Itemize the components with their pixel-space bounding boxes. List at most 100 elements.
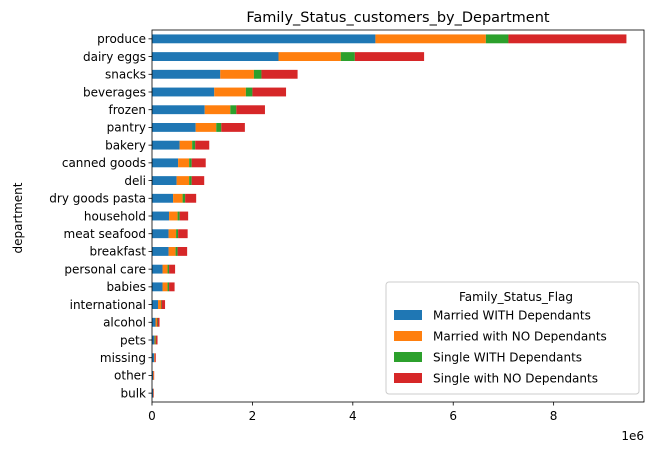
- legend-title: Family_Status_Flag: [459, 290, 573, 304]
- y-tick-label-deli: deli: [124, 174, 146, 188]
- bar-beverages-single-with-no-dependants: [252, 87, 287, 97]
- bar-snacks-single-with-no-dependants: [261, 69, 298, 79]
- bar-frozen-married-with-no-dependants: [204, 105, 231, 115]
- x-axis-ticks: 0 2 4 6 8: [148, 402, 557, 423]
- x-tick-label: 6: [449, 409, 457, 423]
- y-tick-label-missing: missing: [100, 351, 146, 365]
- bars-layer: [152, 34, 627, 398]
- bar-meat-seafood-single-with-dependants: [176, 229, 179, 239]
- legend-swatch-married-with-dependants: [394, 310, 422, 320]
- bar-breakfast-single-with-no-dependants: [177, 247, 188, 256]
- bar-deli-married-with-no-dependants: [176, 176, 190, 185]
- bar-pantry-single-with-no-dependants: [221, 123, 245, 132]
- bar-pets-married-with-dependants: [152, 335, 155, 345]
- bar-household-married-with-dependants: [152, 211, 170, 221]
- legend-swatch-single-with-no-dependants: [394, 373, 422, 383]
- y-tick-label-dry-goods-pasta: dry goods pasta: [49, 192, 146, 206]
- bar-other-married-with-no-dependants: [153, 371, 154, 380]
- bar-canned-goods-single-with-dependants: [189, 158, 192, 168]
- bar-babies-married-with-no-dependants: [162, 282, 168, 292]
- bar-international-single-with-dependants: [161, 300, 162, 309]
- bar-alcohol-single-with-no-dependants: [157, 317, 160, 327]
- bar-dry-goods-pasta-married-with-no-dependants: [173, 193, 183, 203]
- bar-canned-goods-married-with-no-dependants: [178, 158, 190, 168]
- legend-swatch-single-with-dependants: [394, 352, 422, 362]
- bar-bakery-single-with-no-dependants: [195, 140, 210, 150]
- bar-pets-single-with-no-dependants: [156, 335, 158, 345]
- bar-pantry-married-with-dependants: [152, 123, 196, 132]
- bar-snacks-married-with-dependants: [152, 69, 221, 79]
- bar-babies-single-with-no-dependants: [169, 282, 175, 292]
- bar-breakfast-married-with-dependants: [152, 247, 169, 256]
- bar-beverages-single-with-dependants: [245, 87, 253, 97]
- y-tick-label-alcohol: alcohol: [103, 316, 146, 330]
- bar-alcohol-married-with-no-dependants: [155, 317, 158, 327]
- legend-box: [385, 281, 640, 395]
- bar-produce-single-with-dependants: [485, 34, 509, 44]
- y-tick-label-beverages: beverages: [83, 85, 146, 99]
- legend-label-married-with-dependants: Married WITH Dependants: [433, 309, 591, 323]
- y-tick-label-produce: produce: [97, 32, 146, 46]
- bar-personal-care-single-with-dependants: [167, 264, 170, 274]
- bar-bakery-married-with-dependants: [152, 140, 180, 150]
- bar-household-single-with-dependants: [177, 211, 180, 221]
- y-tick-label-other: other: [114, 369, 146, 383]
- y-tick-label-pets: pets: [120, 333, 146, 347]
- bar-frozen-single-with-dependants: [230, 105, 237, 115]
- bar-missing-married-with-no-dependants: [154, 353, 155, 363]
- y-tick-label-personal-care: personal care: [64, 262, 146, 276]
- bar-personal-care-single-with-no-dependants: [169, 264, 176, 274]
- bar-babies-married-with-dependants: [152, 282, 163, 292]
- bar-dairy-eggs-married-with-dependants: [152, 52, 279, 61]
- bar-beverages-married-with-dependants: [152, 87, 215, 97]
- bar-bulk-married-with-dependants: [152, 388, 153, 398]
- bar-beverages-married-with-no-dependants: [214, 87, 246, 97]
- bar-snacks-married-with-no-dependants: [220, 69, 254, 79]
- y-tick-label-bakery: bakery: [105, 138, 146, 152]
- bar-personal-care-married-with-no-dependants: [162, 264, 168, 274]
- bar-frozen-single-with-no-dependants: [236, 105, 265, 115]
- y-tick-label-canned-goods: canned goods: [62, 156, 146, 170]
- y-tick-label-pantry: pantry: [107, 121, 146, 135]
- bar-deli-single-with-dependants: [189, 176, 192, 185]
- bar-deli-married-with-dependants: [152, 176, 177, 185]
- y-tick-label-international: international: [70, 298, 146, 312]
- x-tick-label: 2: [249, 409, 257, 423]
- bar-produce-married-with-dependants: [152, 34, 376, 44]
- y-tick-label-snacks: snacks: [105, 68, 146, 82]
- chart-title: Family_Status_customers_by_Department: [246, 10, 550, 26]
- bar-canned-goods-single-with-no-dependants: [191, 158, 206, 168]
- bar-missing-single-with-no-dependants: [154, 353, 156, 363]
- legend-swatch-married-with-no-dependants: [394, 331, 422, 341]
- legend-label-single-with-dependants: Single WITH Dependants: [433, 351, 582, 365]
- bar-personal-care-married-with-dependants: [152, 264, 163, 274]
- x-tick-label: 0: [148, 409, 156, 423]
- legend: Family_Status_Flag Married WITH Dependan…: [385, 281, 640, 395]
- x-tick-label: 4: [349, 409, 357, 423]
- bar-babies-single-with-dependants: [167, 282, 170, 292]
- legend-label-single-with-no-dependants: Single with NO Dependants: [433, 372, 598, 386]
- bar-bakery-married-with-no-dependants: [179, 140, 193, 150]
- bar-dairy-eggs-married-with-no-dependants: [278, 52, 341, 61]
- bar-dairy-eggs-single-with-dependants: [340, 52, 355, 61]
- bar-pets-married-with-no-dependants: [154, 335, 156, 345]
- bar-dairy-eggs-single-with-no-dependants: [354, 52, 425, 61]
- bar-pantry-single-with-dependants: [216, 123, 222, 132]
- bar-snacks-single-with-dependants: [253, 69, 262, 79]
- bar-alcohol-single-with-dependants: [157, 317, 158, 327]
- bar-dry-goods-pasta-single-with-dependants: [182, 193, 186, 203]
- bar-breakfast-married-with-no-dependants: [168, 247, 176, 256]
- bar-alcohol-married-with-dependants: [152, 317, 156, 327]
- bar-bulk-single-with-no-dependants: [153, 388, 154, 398]
- bar-bakery-single-with-dependants: [192, 140, 196, 150]
- bar-dry-goods-pasta-single-with-no-dependants: [185, 193, 197, 203]
- bar-pets-single-with-dependants: [155, 335, 157, 345]
- bar-dry-goods-pasta-married-with-dependants: [152, 193, 174, 203]
- y-axis-label: department: [11, 182, 25, 253]
- y-tick-label-meat-seafood: meat seafood: [64, 227, 146, 241]
- bar-frozen-married-with-dependants: [152, 105, 205, 115]
- bar-international-married-with-dependants: [152, 300, 159, 309]
- x-axis-offset-label: 1e6: [621, 429, 644, 443]
- bar-meat-seafood-married-with-no-dependants: [168, 229, 177, 239]
